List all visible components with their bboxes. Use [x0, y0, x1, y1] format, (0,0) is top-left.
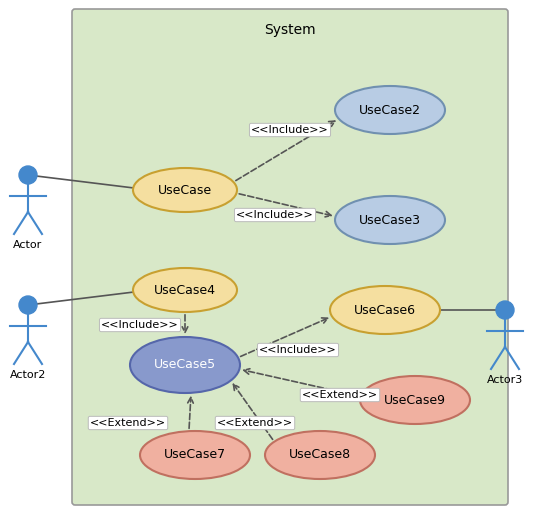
Circle shape — [496, 301, 514, 319]
Text: UseCase9: UseCase9 — [384, 394, 446, 407]
Text: UseCase3: UseCase3 — [359, 214, 421, 227]
Circle shape — [19, 296, 37, 314]
Text: <<Extend>>: <<Extend>> — [302, 390, 378, 400]
Text: Actor: Actor — [13, 240, 43, 250]
Text: UseCase6: UseCase6 — [354, 303, 416, 316]
Text: UseCase7: UseCase7 — [164, 448, 226, 461]
Text: Actor3: Actor3 — [487, 375, 523, 385]
Text: <<Extend>>: <<Extend>> — [217, 418, 293, 428]
Text: UseCase: UseCase — [158, 184, 212, 197]
Ellipse shape — [140, 431, 250, 479]
Text: UseCase2: UseCase2 — [359, 104, 421, 117]
Ellipse shape — [130, 337, 240, 393]
Ellipse shape — [133, 268, 237, 312]
Text: <<Include>>: <<Include>> — [251, 125, 329, 135]
Ellipse shape — [360, 376, 470, 424]
Ellipse shape — [265, 431, 375, 479]
Text: <<Extend>>: <<Extend>> — [90, 418, 166, 428]
Text: UseCase8: UseCase8 — [289, 448, 351, 461]
Ellipse shape — [335, 196, 445, 244]
Text: <<Include>>: <<Include>> — [101, 320, 179, 330]
Text: UseCase4: UseCase4 — [154, 283, 216, 297]
Text: UseCase5: UseCase5 — [154, 359, 216, 372]
Circle shape — [19, 166, 37, 184]
Text: <<Include>>: <<Include>> — [236, 210, 314, 220]
Ellipse shape — [133, 168, 237, 212]
Ellipse shape — [335, 86, 445, 134]
Ellipse shape — [330, 286, 440, 334]
Text: System: System — [264, 23, 316, 37]
Text: <<Include>>: <<Include>> — [259, 345, 337, 355]
Text: Actor2: Actor2 — [10, 370, 46, 380]
FancyBboxPatch shape — [72, 9, 508, 505]
